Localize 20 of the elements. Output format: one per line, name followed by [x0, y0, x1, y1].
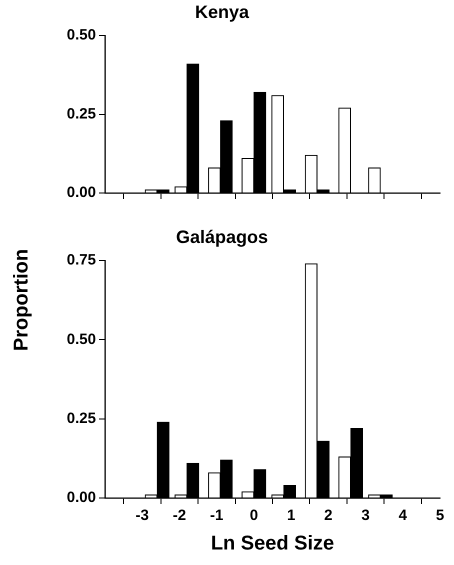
x-tick-label: 5	[436, 507, 444, 524]
y-tick-label: 0.50	[66, 26, 96, 44]
x-tick-label: 3	[361, 507, 370, 524]
x-tick-label: 1	[286, 507, 296, 524]
y-axis-title: Proportion	[10, 248, 34, 352]
x-axis-title: Ln Seed Size	[210, 532, 334, 555]
y-tick-label: 0.25	[66, 410, 96, 428]
x-tick-label: -1	[210, 507, 224, 524]
y-tick-label: 0.25	[66, 105, 96, 122]
x-tick-label: 0	[250, 507, 258, 524]
y-tick-label: 0.00	[66, 184, 96, 202]
x-tick-label: 4	[398, 507, 408, 524]
x-tick-label: -2	[172, 507, 186, 524]
y-tick-label: 0.00	[66, 489, 96, 506]
x-tick-label: 2	[324, 507, 333, 524]
chart-title: Kenya	[194, 2, 250, 22]
chart-title: Galápagos	[176, 226, 268, 247]
y-tick-label: 0.50	[66, 330, 96, 348]
x-tick-label: -3	[136, 507, 149, 524]
y-tick-label: 0.75	[66, 252, 96, 269]
